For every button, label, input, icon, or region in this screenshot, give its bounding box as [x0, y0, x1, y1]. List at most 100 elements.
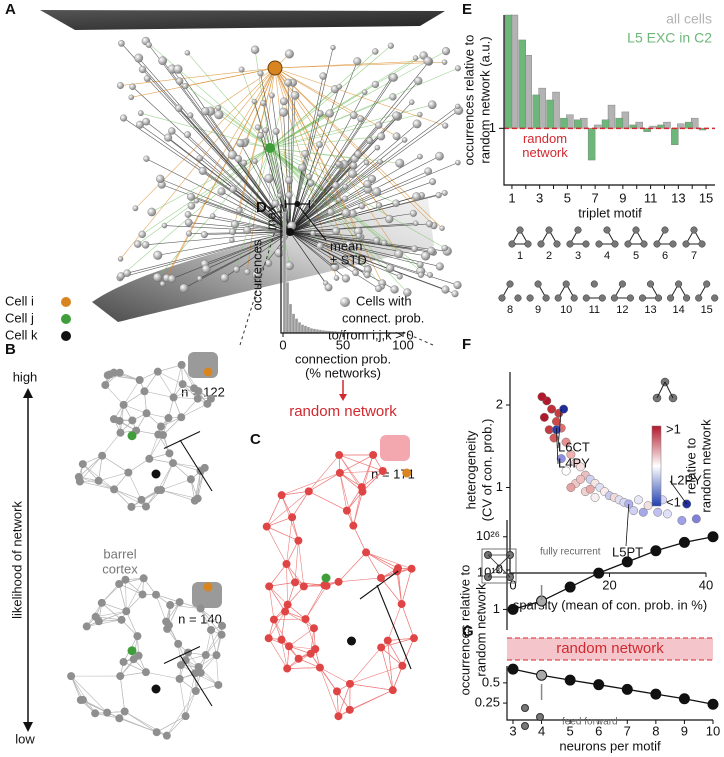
- axon-line: [151, 147, 271, 213]
- network-edge: [286, 563, 305, 587]
- colorbar-title: random network: [698, 419, 713, 513]
- axon-line: [289, 231, 446, 290]
- cell-sphere: [268, 92, 275, 99]
- axon-line: [289, 155, 440, 233]
- network-node: [190, 496, 199, 505]
- network-edge: [339, 470, 383, 474]
- network-edge: [70, 675, 84, 700]
- network-node: [166, 601, 175, 610]
- scatter-point: [537, 392, 547, 402]
- series-point: [707, 698, 719, 710]
- annotation: L2PY: [670, 472, 702, 487]
- axon-line: [120, 67, 276, 260]
- colorbar-title: relative to: [683, 438, 698, 494]
- network-edge: [155, 594, 180, 603]
- network-edge: [305, 585, 325, 620]
- axon-line: [246, 67, 276, 272]
- network-edge: [160, 426, 170, 454]
- x-tick-label: 6: [595, 723, 602, 738]
- cell-sphere: [153, 250, 163, 260]
- network-node: [128, 416, 137, 425]
- network-edge: [266, 526, 299, 541]
- axon-line: [131, 67, 276, 98]
- network-edge: [281, 639, 288, 669]
- cell-sphere: [316, 242, 324, 250]
- network-edge: [86, 610, 127, 627]
- network-edge: [128, 458, 150, 473]
- x-axis-title: sparsity (mean of con. prob. in %): [513, 597, 707, 612]
- cell-i: [203, 582, 213, 592]
- cell-sphere: [262, 127, 269, 134]
- network-node: [152, 590, 161, 599]
- cell-sphere: [341, 208, 351, 218]
- bar: [643, 128, 651, 132]
- cell-sphere: [386, 264, 395, 273]
- network-edge: [287, 667, 320, 669]
- axon-line: [210, 67, 276, 112]
- motif-node: [683, 294, 691, 302]
- motif-node: [590, 280, 598, 288]
- network-edge: [349, 665, 403, 685]
- network-edge: [319, 667, 339, 717]
- cell-sphere: [332, 226, 340, 235]
- network-node: [153, 486, 162, 495]
- x-tick-label: 9: [619, 190, 626, 205]
- cell-sphere: [409, 209, 417, 217]
- network-node: [145, 454, 154, 463]
- cell-sphere: [453, 281, 462, 290]
- bar: [685, 121, 693, 129]
- network-node: [291, 578, 300, 587]
- cell-sphere: [455, 159, 461, 166]
- y-tick-label: 1: [496, 479, 503, 494]
- motif-edge: [487, 554, 511, 578]
- note: Cells with: [356, 293, 412, 308]
- network-node: [176, 661, 185, 670]
- cell-sphere: [389, 93, 397, 101]
- histogram-bar: [300, 324, 305, 334]
- motif-node: [695, 294, 703, 302]
- series-point: [678, 693, 690, 705]
- axon-line: [274, 67, 354, 116]
- histogram-bar: [282, 211, 287, 334]
- y-tick-label: 10¹³: [477, 565, 501, 580]
- cell-sphere: [230, 220, 239, 229]
- cell-i: [267, 60, 283, 76]
- cell-sphere: [179, 283, 189, 293]
- series-point: [593, 567, 605, 579]
- cell-i: [402, 468, 412, 478]
- network-edge: [401, 603, 415, 639]
- panel-label: C: [250, 431, 261, 448]
- motif-node: [524, 240, 532, 248]
- cell-sphere: [375, 285, 383, 293]
- cell-sphere: [156, 174, 165, 184]
- cell-sphere: [279, 97, 288, 106]
- y-axis-title: occurrences relative to: [457, 565, 472, 696]
- cell-sphere: [390, 285, 399, 294]
- network-node: [315, 663, 324, 672]
- network-node: [207, 625, 216, 634]
- motif-label: 1: [517, 250, 523, 262]
- cell-sphere: [196, 154, 204, 162]
- cell-sphere: [243, 226, 252, 235]
- network-node: [163, 624, 172, 633]
- cell-sphere: [319, 72, 327, 80]
- cell-sphere: [301, 149, 310, 158]
- network-node: [320, 581, 329, 590]
- cell-sphere: [120, 114, 128, 122]
- network-node: [78, 460, 87, 469]
- network-edge: [101, 602, 127, 612]
- panel-label: A: [5, 1, 16, 18]
- cell-sphere: [441, 244, 448, 252]
- axon-line: [205, 111, 291, 233]
- network-edge: [119, 676, 125, 712]
- motif-label: 3: [575, 250, 581, 262]
- y-axis-title: (CV of con. prob.): [479, 419, 494, 522]
- x-axis-title: neurons per motif: [559, 738, 661, 753]
- axon-line: [289, 61, 430, 233]
- annotation: ± STD: [330, 252, 367, 267]
- network-edge: [365, 552, 398, 572]
- scatter-point: [662, 509, 672, 519]
- axon-line: [218, 114, 271, 149]
- network-node: [94, 476, 103, 485]
- axon-line: [187, 214, 291, 233]
